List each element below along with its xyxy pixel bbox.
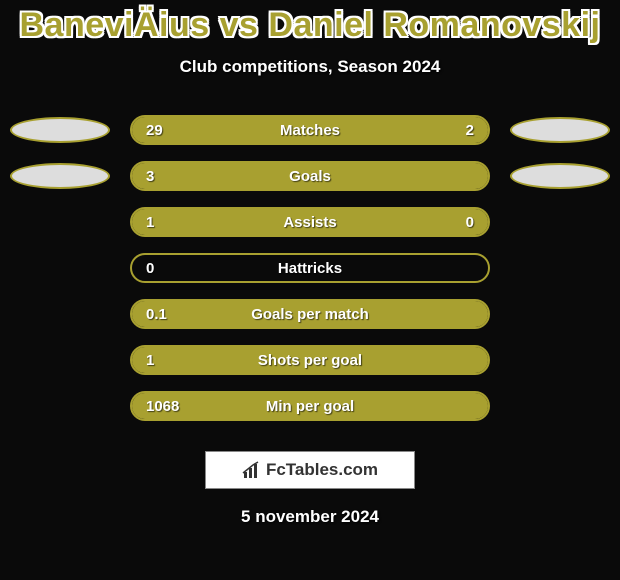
stat-row: 1Assists0 <box>0 199 620 245</box>
player-left-ellipse <box>10 163 110 189</box>
date-text: 5 november 2024 <box>0 507 620 527</box>
bar-label: Matches <box>132 122 488 139</box>
stat-bar: 29Matches2 <box>130 115 490 145</box>
player-right-ellipse <box>510 163 610 189</box>
stat-row: 3Goals <box>0 153 620 199</box>
bar-label: Min per goal <box>132 398 488 415</box>
stat-bar: 3Goals <box>130 161 490 191</box>
stat-bar: 1Shots per goal <box>130 345 490 375</box>
right-ellipse-slot <box>500 163 620 189</box>
left-ellipse-slot <box>0 117 120 143</box>
logo-text: FcTables.com <box>266 460 378 480</box>
stat-row: 1068Min per goal <box>0 383 620 429</box>
left-ellipse-slot <box>0 163 120 189</box>
chart-icon <box>242 460 262 480</box>
bar-label: Assists <box>132 214 488 231</box>
stat-bar: 0.1Goals per match <box>130 299 490 329</box>
stat-row: 29Matches2 <box>0 107 620 153</box>
bar-label: Hattricks <box>132 260 488 277</box>
bar-right-value: 0 <box>466 214 474 231</box>
stat-bar: 1Assists0 <box>130 207 490 237</box>
player-right-ellipse <box>510 117 610 143</box>
stat-row: 0Hattricks <box>0 245 620 291</box>
player-left-ellipse <box>10 117 110 143</box>
stat-row: 1Shots per goal <box>0 337 620 383</box>
bar-right-value: 2 <box>466 122 474 139</box>
stat-row: 0.1Goals per match <box>0 291 620 337</box>
subtitle: Club competitions, Season 2024 <box>0 57 620 77</box>
stats-rows: 29Matches23Goals1Assists00Hattricks0.1Go… <box>0 107 620 429</box>
comparison-infographic: BaneviÄius vs Daniel Romanovskij Club co… <box>0 0 620 580</box>
bar-label: Goals per match <box>132 306 488 323</box>
right-ellipse-slot <box>500 117 620 143</box>
stat-bar: 1068Min per goal <box>130 391 490 421</box>
bar-label: Shots per goal <box>132 352 488 369</box>
bar-label: Goals <box>132 168 488 185</box>
stat-bar: 0Hattricks <box>130 253 490 283</box>
page-title: BaneviÄius vs Daniel Romanovskij <box>0 0 620 45</box>
logo-box: FcTables.com <box>205 451 415 489</box>
